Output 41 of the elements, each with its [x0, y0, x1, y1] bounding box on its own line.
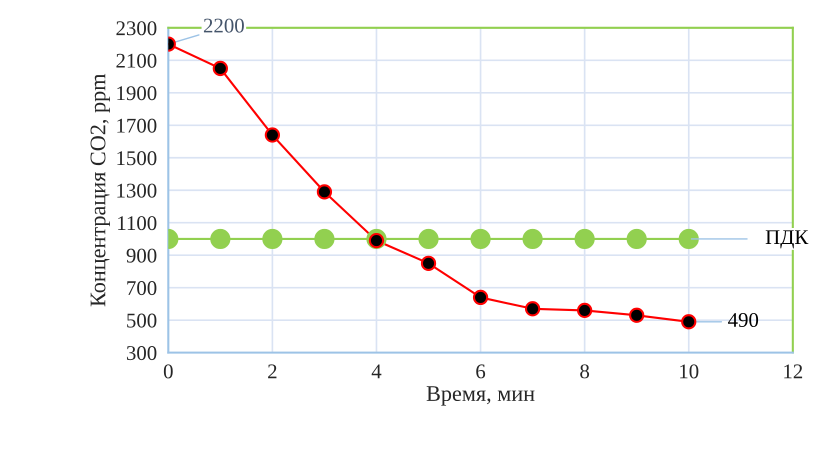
point — [522, 228, 543, 250]
x-tick-label: 4 — [372, 364, 382, 378]
point — [574, 228, 595, 250]
y-tick-label: 1500 — [117, 151, 156, 166]
point — [262, 228, 282, 250]
y-tick-label: 1700 — [117, 118, 156, 133]
y-tick-label: 700 — [127, 281, 156, 296]
data-label: 2200 — [204, 18, 244, 33]
point — [212, 60, 228, 76]
point — [577, 302, 592, 318]
y-axis-title: Концентрация CO2, ppm — [90, 74, 110, 306]
point — [420, 256, 436, 271]
y-tick-label: 2300 — [116, 21, 156, 36]
point — [472, 290, 488, 306]
point — [470, 228, 491, 250]
point — [210, 228, 230, 250]
y-tick-label: 2100 — [116, 54, 156, 68]
point — [418, 228, 439, 250]
point — [264, 127, 280, 143]
y-tick-label: 500 — [127, 314, 156, 328]
y-tick-label: 300 — [126, 346, 156, 360]
point — [524, 301, 540, 316]
text: ПДК — [766, 230, 808, 248]
point — [629, 308, 644, 323]
x-tick-label: 8 — [580, 364, 590, 378]
point — [681, 314, 696, 330]
y-tick-label: 1900 — [117, 86, 156, 100]
y-tick-label: 900 — [126, 248, 156, 263]
point — [626, 228, 647, 250]
point — [678, 228, 699, 250]
x-tick-label: 6 — [476, 364, 486, 378]
x-axis-title: Время, мин — [426, 386, 535, 406]
data-label: 490 — [728, 312, 758, 327]
y-tick-label: 1100 — [118, 216, 156, 230]
point — [316, 184, 332, 200]
x-tick-label: 10 — [680, 364, 698, 378]
x-tick-label: 12 — [784, 364, 802, 378]
x-tick-label: 2 — [268, 364, 276, 378]
x-tick-label: 0 — [164, 364, 173, 378]
y-tick-label: 1300 — [117, 184, 156, 198]
point — [314, 228, 335, 250]
